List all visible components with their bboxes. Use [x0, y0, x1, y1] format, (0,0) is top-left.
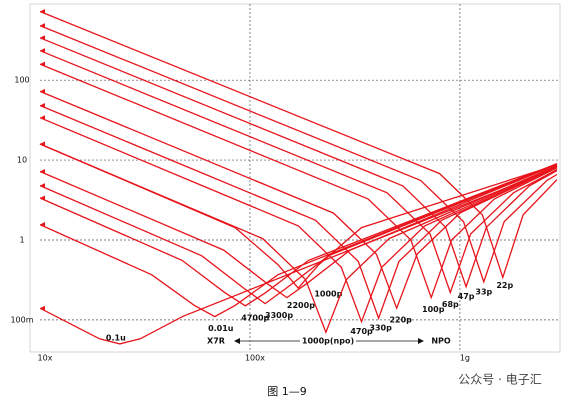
x-tick-label: 1g: [460, 354, 470, 363]
series-label: 47p: [458, 292, 475, 301]
series-label: 4700p: [241, 313, 269, 322]
series-line: [39, 163, 558, 299]
series-line: [39, 50, 558, 295]
series-line: [39, 167, 558, 345]
series-label: 470p: [350, 327, 373, 336]
arrow-head: [418, 338, 424, 344]
series-label: 22p: [496, 281, 513, 290]
annotation: X7R: [207, 337, 225, 346]
line-start-marker: [40, 168, 45, 174]
series-line: [39, 63, 558, 300]
series-line: [39, 90, 558, 311]
series-label: 1000p(npo): [302, 337, 354, 346]
series-line: [39, 104, 558, 321]
series-line: [39, 24, 558, 284]
series-line: [39, 37, 558, 289]
series-label: 0.01u: [208, 324, 234, 333]
x-tick-label: 10x: [38, 354, 53, 363]
series-label: 330p: [369, 324, 392, 333]
arrow-head: [234, 338, 240, 344]
plot-frame: [29, 3, 561, 353]
series-line: [39, 10, 558, 280]
line-start-marker: [40, 23, 45, 29]
series-label: 68p: [442, 300, 459, 309]
line-start-marker: [40, 88, 45, 94]
line-start-marker: [40, 183, 45, 189]
x-tick-label: 100x: [245, 354, 265, 363]
watermark: 公众号 · 电子汇: [458, 373, 541, 387]
series-label: 2200p: [287, 301, 315, 310]
series-label: 100p: [422, 305, 445, 314]
line-start-marker: [40, 195, 45, 201]
line-start-marker: [40, 115, 45, 121]
line-start-marker: [40, 141, 45, 147]
line-start-marker: [40, 102, 45, 108]
y-tick-label: 10: [17, 156, 27, 165]
series-label: 33p: [475, 287, 492, 296]
annotation: NPO: [431, 337, 451, 346]
line-start-marker: [40, 9, 45, 15]
y-tick-label: 1: [19, 235, 24, 244]
series-line: [39, 143, 558, 290]
series-label: 3300p: [265, 311, 293, 320]
series-label: 1000p: [314, 290, 342, 299]
y-tick-label: 100m: [10, 315, 33, 324]
line-start-marker: [40, 222, 45, 228]
line-start-marker: [40, 61, 45, 67]
series-line: [39, 163, 558, 318]
series-label: 0.1u: [106, 333, 126, 342]
series-line: [39, 163, 558, 307]
line-start-marker: [40, 35, 45, 41]
y-tick-label: 100: [14, 76, 29, 85]
caption: 图 1—9: [267, 385, 307, 398]
series-line: [39, 117, 558, 324]
series-line: [39, 143, 558, 335]
line-start-marker: [40, 305, 45, 311]
line-start-marker: [40, 48, 45, 54]
series-label: 220p: [389, 316, 412, 325]
